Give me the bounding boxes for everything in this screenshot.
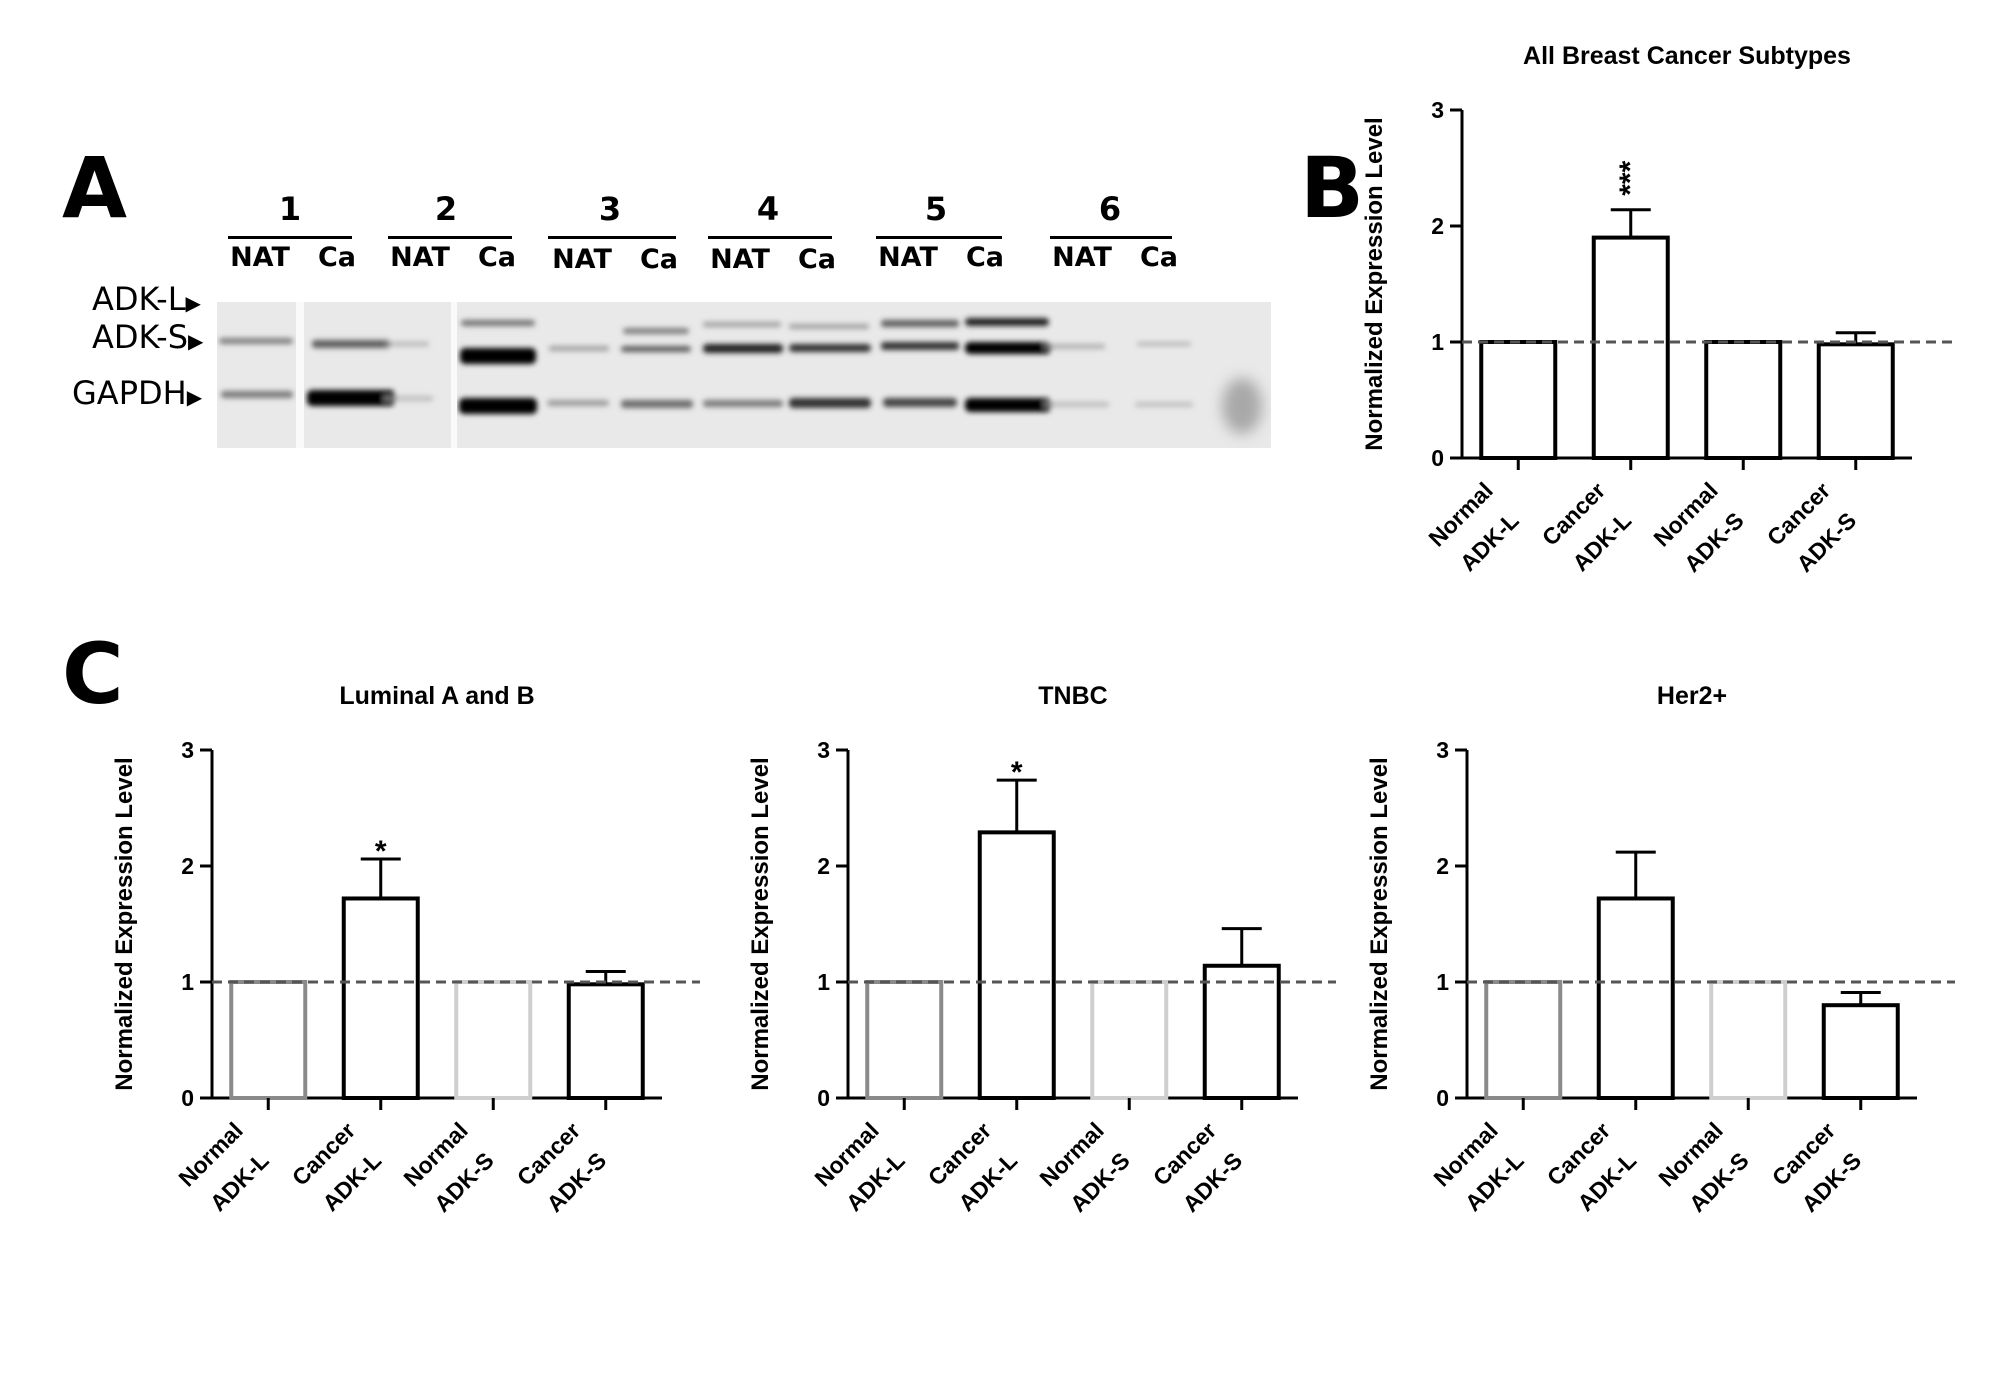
chart-title: Her2+ xyxy=(1657,682,1727,710)
band-label-adk-l: ADK-L▶ xyxy=(92,280,201,318)
chart-title: TNBC xyxy=(1038,682,1107,710)
lane-ca-label: Ca xyxy=(797,244,837,275)
blot-lane-gaps xyxy=(296,302,457,448)
lane-number: 5 xyxy=(924,190,948,228)
lane-nat-label: NAT xyxy=(710,244,770,275)
lane-ca-label: Ca xyxy=(965,242,1005,273)
bar xyxy=(1591,235,1670,460)
chart-b: All Breast Cancer Subtypes Normalized Exp… xyxy=(1361,42,1952,577)
y-tick-label: 3 xyxy=(817,737,830,763)
lane-nat-label: NAT xyxy=(230,242,290,273)
band-label-adk-s: ADK-S▶ xyxy=(92,318,203,356)
band-label-text: ADK-L xyxy=(92,280,186,318)
bar xyxy=(865,980,944,1100)
chart-c-her2: Her2+Normalized Expression Level0123Norm… xyxy=(1366,682,1955,1217)
bar xyxy=(566,982,645,1101)
lane-ca-label: Ca xyxy=(317,242,357,273)
lane-nat-label: NAT xyxy=(1052,242,1112,273)
y-tick-label: 1 xyxy=(1431,329,1444,355)
y-tick-label: 3 xyxy=(181,737,194,763)
panel-label-a: A xyxy=(62,139,128,237)
arrow-right-icon: ▶ xyxy=(188,329,204,353)
arrow-right-icon: ▶ xyxy=(186,385,203,409)
bar xyxy=(1816,342,1895,461)
y-tick-label: 2 xyxy=(1436,853,1449,879)
bar xyxy=(1202,963,1281,1101)
y-tick-label: 0 xyxy=(817,1085,830,1111)
chart-c-luminal: Luminal A and B Normalized Expression Lev… xyxy=(111,682,700,1217)
significance-marker: * xyxy=(375,835,387,868)
y-tick-label: 0 xyxy=(1436,1085,1449,1111)
arrow-right-icon: ▶ xyxy=(185,291,201,315)
band-label-text: ADK-S xyxy=(92,318,189,356)
blot-image xyxy=(217,302,1271,448)
y-tick-label: 3 xyxy=(1431,97,1444,123)
lane-ca-label: Ca xyxy=(639,244,679,275)
lane-divider xyxy=(1050,236,1172,239)
y-tick-label: 2 xyxy=(817,853,830,879)
bar xyxy=(1821,1003,1900,1101)
bar xyxy=(1484,980,1563,1100)
y-axis-label: Normalized Expression Level xyxy=(747,757,774,1090)
bar xyxy=(229,980,308,1100)
lane-number: 2 xyxy=(434,190,458,228)
panel-label-c: C xyxy=(62,625,124,723)
lane-nat-label: NAT xyxy=(878,242,938,273)
y-tick-label: 1 xyxy=(1436,969,1449,995)
band-label-gapdh: GAPDH▶ xyxy=(72,374,202,412)
lane-number: 6 xyxy=(1098,190,1122,228)
lane-divider xyxy=(876,236,1002,239)
lane-number: 3 xyxy=(598,190,622,228)
bar xyxy=(977,830,1056,1101)
y-axis-label: Normalized Expression Level xyxy=(111,757,138,1090)
chart-title: Luminal A and B xyxy=(339,682,534,710)
lane-divider xyxy=(708,236,832,239)
chart-title: All Breast Cancer Subtypes xyxy=(1523,42,1851,70)
y-tick-label: 1 xyxy=(817,969,830,995)
blot-smear xyxy=(1222,378,1262,434)
lane-number: 4 xyxy=(756,190,780,228)
significance-marker: * xyxy=(1011,756,1023,789)
y-tick-label: 0 xyxy=(1431,445,1444,471)
lane-ca-label: Ca xyxy=(477,242,517,273)
bar xyxy=(341,896,420,1100)
lane-nat-label: NAT xyxy=(552,244,612,275)
bar xyxy=(1479,340,1558,460)
bar xyxy=(1704,340,1783,460)
bar xyxy=(1090,980,1169,1100)
y-tick-label: 3 xyxy=(1436,737,1449,763)
lane-ca-label: Ca xyxy=(1139,242,1179,273)
lane-number: 1 xyxy=(278,190,302,228)
band-label-text: GAPDH xyxy=(72,374,187,412)
bar xyxy=(1596,896,1675,1100)
panel-label-b: B xyxy=(1300,139,1365,237)
y-axis-label: Normalized Expression Level xyxy=(1361,117,1388,450)
lane-divider xyxy=(228,236,352,239)
significance-marker: *** xyxy=(1614,160,1647,195)
lane-nat-label: NAT xyxy=(390,242,450,273)
y-axis-label: Normalized Expression Level xyxy=(1366,757,1393,1090)
bar xyxy=(1709,980,1788,1100)
lane-divider xyxy=(548,236,676,239)
y-tick-label: 2 xyxy=(181,853,194,879)
y-tick-label: 2 xyxy=(1431,213,1444,239)
y-tick-label: 1 xyxy=(181,969,194,995)
lane-divider xyxy=(388,236,512,239)
y-tick-label: 0 xyxy=(181,1085,194,1111)
bar xyxy=(454,980,533,1100)
